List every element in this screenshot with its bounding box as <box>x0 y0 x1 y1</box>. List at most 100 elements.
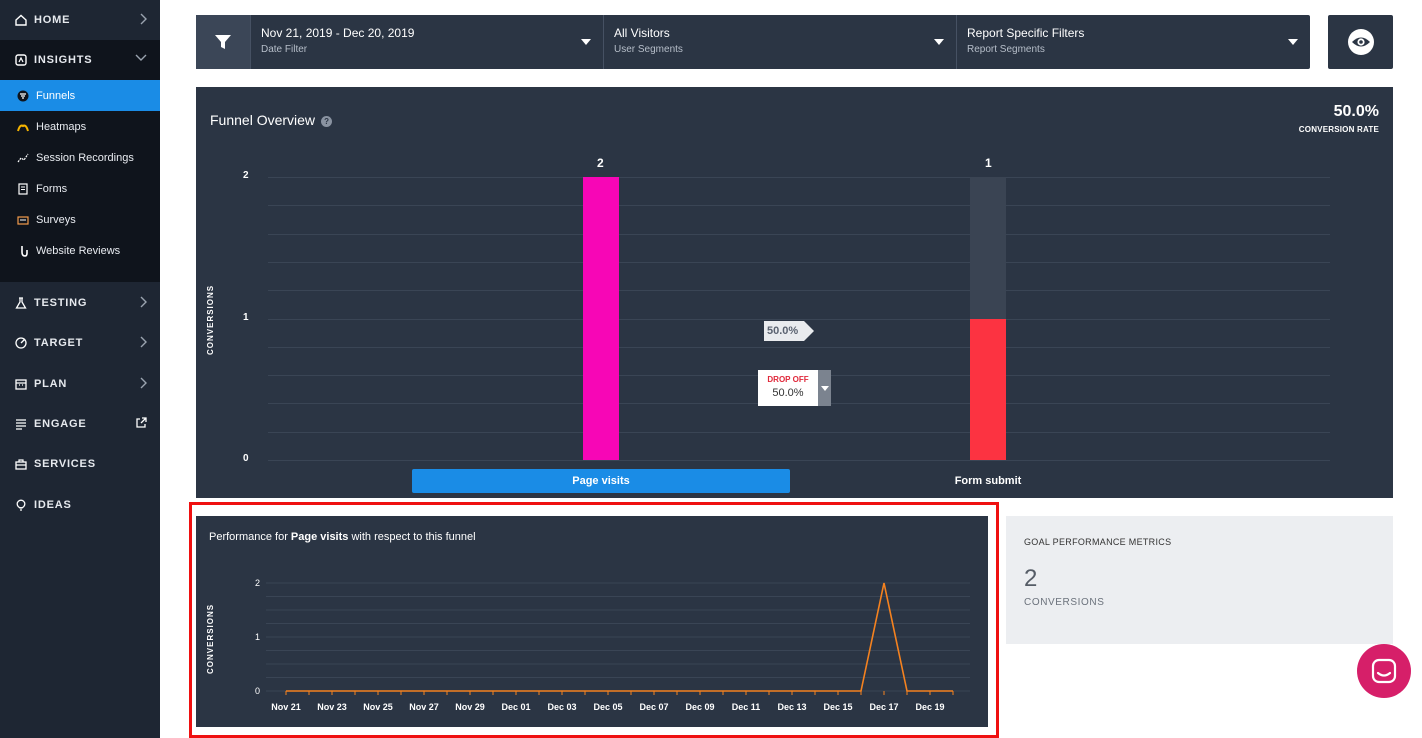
drop-off-label: DROP OFF <box>767 375 809 384</box>
gridline <box>268 233 1330 235</box>
x-tick-label: Nov 23 <box>317 702 347 712</box>
sidebar-item-label: Session Recordings <box>36 151 134 164</box>
sidebar-item-funnels[interactable]: Funnels <box>0 80 160 111</box>
x-tick-label: Nov 21 <box>271 702 301 712</box>
performance-title-prefix: Performance for <box>209 531 291 543</box>
gridline <box>268 290 1330 292</box>
nav-insights-label: INSIGHTS <box>34 54 93 66</box>
step-conversion-rate: 50.0% <box>764 321 814 341</box>
performance-title-step: Page visits <box>290 531 349 543</box>
nav-ideas-label: IDEAS <box>34 499 72 511</box>
highlight-box <box>189 502 999 738</box>
x-tick-label: Dec 19 <box>915 702 944 712</box>
goal-conversions-value: 2 <box>1024 565 1038 592</box>
goal-metrics-title: GOAL PERFORMANCE METRICS <box>1024 537 1172 547</box>
drop-off-value: 50.0% <box>772 387 804 399</box>
view-button[interactable] <box>1328 15 1393 69</box>
chevron-right-icon <box>139 13 147 28</box>
report-segment-label: Report Segments <box>967 44 1045 55</box>
filter-button[interactable] <box>196 15 250 69</box>
nav-testing[interactable]: TESTING <box>0 283 160 323</box>
x-tick-label: Dec 01 <box>501 702 530 712</box>
gridline <box>268 177 1330 178</box>
nav-home[interactable]: HOME <box>0 0 160 40</box>
caret-down-icon <box>934 39 944 45</box>
sidebar-item-label: Surveys <box>36 213 76 226</box>
nav-testing-label: TESTING <box>34 297 88 309</box>
caret-down-icon <box>581 39 591 45</box>
filter-bar: Nov 21, 2019 - Dec 20, 2019 Date Filter … <box>196 15 1310 69</box>
date-filter-dropdown[interactable]: Nov 21, 2019 - Dec 20, 2019 Date Filter <box>250 15 603 69</box>
y-tick-label: 0 <box>243 453 249 464</box>
funnel-overview-title: Funnel Overview? <box>210 112 333 128</box>
lightbulb-icon <box>14 498 28 512</box>
recording-icon <box>16 151 30 165</box>
x-tick-label: Nov 27 <box>409 702 439 712</box>
drop-off-toggle[interactable] <box>818 370 831 406</box>
user-segment-value: All Visitors <box>614 26 670 40</box>
nav-ideas[interactable]: IDEAS <box>0 485 160 525</box>
caret-down-icon <box>820 385 829 391</box>
nav-services[interactable]: SERVICES <box>0 444 160 484</box>
nav-plan-label: PLAN <box>34 378 68 390</box>
series-line <box>286 582 953 692</box>
y-tick-label: 0 <box>255 686 260 696</box>
nav-target[interactable]: TARGET <box>0 323 160 363</box>
nav-insights[interactable]: INSIGHTS <box>0 40 160 80</box>
performance-panel: Performance for Page visits with respect… <box>196 516 988 727</box>
tab-page-visits[interactable]: Page visits <box>412 469 790 493</box>
sidebar-item-label: Heatmaps <box>36 120 87 133</box>
chevron-down-icon <box>135 53 147 65</box>
bar-form-submit[interactable] <box>970 318 1006 460</box>
chevron-right-icon <box>139 377 147 392</box>
date-filter-label: Date Filter <box>261 44 308 55</box>
funnel-title-text: Funnel Overview <box>210 112 316 128</box>
gridline <box>268 205 1330 207</box>
conversion-rate: 50.0% CONVERSION RATE <box>1299 103 1379 134</box>
briefcase-icon <box>14 457 28 471</box>
drop-off-box[interactable]: DROP OFF 50.0% <box>758 370 818 406</box>
gridline <box>268 460 1330 461</box>
sidebar-item-label: Website Reviews <box>36 244 121 257</box>
calendar-icon <box>14 377 28 391</box>
sidebar-item-website-reviews[interactable]: Website Reviews <box>0 235 160 266</box>
sidebar-item-heatmaps[interactable]: Heatmaps <box>0 111 160 142</box>
x-tick-label: Dec 07 <box>639 702 668 712</box>
sidebar: HOME INSIGHTS Funnels Heatmaps Session R… <box>0 0 160 738</box>
insights-icon <box>14 53 28 67</box>
y-axis-label: CONVERSIONS <box>206 604 215 674</box>
sidebar-item-label: Funnels <box>36 89 76 102</box>
nav-plan[interactable]: PLAN <box>0 364 160 404</box>
external-link-icon <box>135 417 147 432</box>
sidebar-item-surveys[interactable]: Surveys <box>0 204 160 235</box>
x-tick-label: Dec 11 <box>732 702 761 712</box>
funnel-icon <box>16 89 30 103</box>
y-tick-label: 2 <box>243 170 249 181</box>
sidebar-item-forms[interactable]: Forms <box>0 173 160 204</box>
conversion-rate-value: 50.0% <box>1333 103 1379 120</box>
y-tick-label: 2 <box>255 578 260 588</box>
bar-page-visits[interactable] <box>583 177 619 460</box>
engage-icon <box>14 417 28 431</box>
report-segment-dropdown[interactable]: Report Specific Filters Report Segments <box>956 15 1310 69</box>
bar-value-label: 1 <box>985 156 992 170</box>
user-segment-label: User Segments <box>614 44 683 55</box>
form-icon <box>16 182 30 196</box>
x-tick-label: Dec 09 <box>685 702 714 712</box>
chat-icon <box>1371 658 1397 684</box>
chat-button[interactable] <box>1357 644 1411 698</box>
performance-title: Performance for Page visits with respect… <box>209 531 476 543</box>
tab-form-submit[interactable]: Form submit <box>954 475 1022 487</box>
sidebar-item-session-recordings[interactable]: Session Recordings <box>0 142 160 173</box>
review-icon <box>16 244 30 258</box>
heatmap-icon <box>16 120 30 134</box>
help-icon[interactable]: ? <box>321 115 333 127</box>
user-segment-dropdown[interactable]: All Visitors User Segments <box>603 15 956 69</box>
chevron-right-icon <box>139 336 147 351</box>
x-tick-label: Dec 13 <box>777 702 806 712</box>
nav-engage[interactable]: ENGAGE <box>0 404 160 444</box>
x-tick-label: Dec 17 <box>869 702 898 712</box>
caret-down-icon <box>1288 39 1298 45</box>
date-filter-value: Nov 21, 2019 - Dec 20, 2019 <box>261 26 415 40</box>
y-tick-label: 1 <box>255 632 260 642</box>
